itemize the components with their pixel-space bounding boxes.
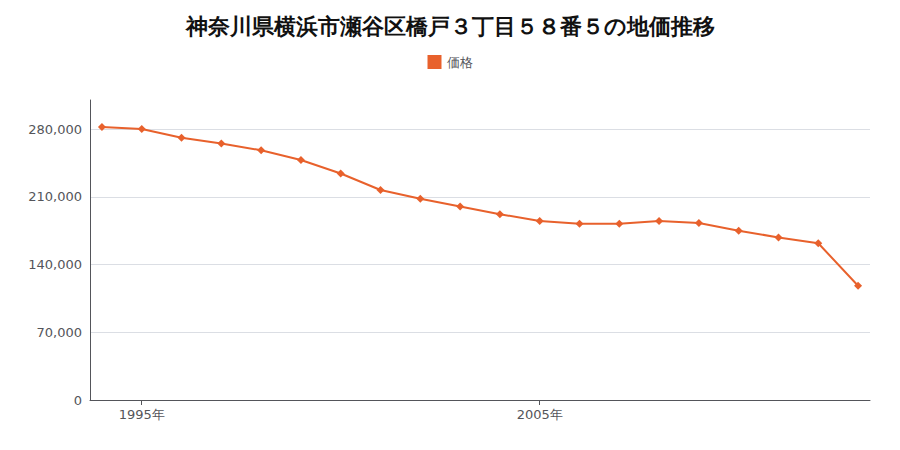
svg-text:280,000: 280,000 — [28, 122, 82, 137]
svg-text:神奈川県横浜市瀬谷区橋戸３丁目５８番５の地価推移: 神奈川県横浜市瀬谷区橋戸３丁目５８番５の地価推移 — [185, 14, 715, 39]
svg-text:価格: 価格 — [447, 55, 473, 70]
svg-text:70,000: 70,000 — [37, 325, 83, 340]
svg-text:2005年: 2005年 — [517, 407, 563, 422]
svg-text:0: 0 — [74, 393, 82, 408]
svg-text:1995年: 1995年 — [119, 407, 165, 422]
svg-text:210,000: 210,000 — [28, 189, 82, 204]
svg-text:140,000: 140,000 — [28, 257, 82, 272]
